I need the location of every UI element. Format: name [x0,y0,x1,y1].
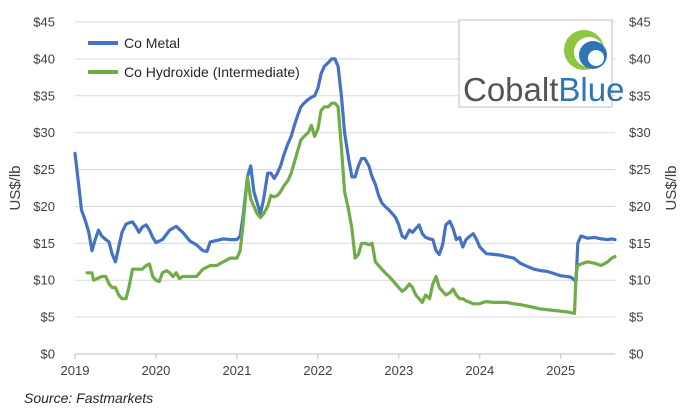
logo-word-blue: Blue [558,71,624,108]
right-y-axis-ticks: $0 $5 $10 $15 $20 $25 $30 $35 $40 $45 [629,15,651,362]
series-line-co-hydroxide [85,101,617,315]
y-tick-label-right: $5 [629,310,643,325]
x-tick-label: 2020 [141,363,170,378]
x-tick-label: 2019 [61,363,90,378]
logo-wordmark: CobaltBlue [463,71,624,108]
logo-swirl-icon [564,30,607,70]
y-tick-label-right: $40 [629,51,651,66]
y-tick-label-left: $40 [33,51,55,66]
series-lines [73,57,617,315]
y-tick-label-left: $15 [33,236,55,251]
y-tick-label-left: $30 [33,125,55,140]
logo-word-cobalt: Cobalt [463,71,558,108]
y-tick-label-left: $0 [41,347,55,362]
legend: Co Metal Co Hydroxide (Intermediate) [88,35,300,80]
x-tick-label: 2022 [303,363,332,378]
cobaltblue-logo: CobaltBlue [458,19,624,108]
y-tick-label-right: $45 [629,15,651,30]
y-tick-label-right: $10 [629,273,651,288]
x-tick-label: 2021 [222,363,251,378]
y-tick-label-right: $30 [629,125,651,140]
y-tick-label-right: $35 [629,88,651,103]
y-tick-label-right: $25 [629,162,651,177]
x-tick-label: 2023 [384,363,413,378]
legend-label-co-hydroxide: Co Hydroxide (Intermediate) [124,64,300,80]
left-y-axis-title: US$/lb [7,165,24,210]
y-tick-label-left: $45 [33,15,55,30]
legend-label-co-metal: Co Metal [124,35,180,51]
y-tick-label-left: $35 [33,88,55,103]
y-tick-label-left: $10 [33,273,55,288]
right-y-axis-title: US$/lb [663,165,680,210]
y-tick-label-right: $0 [629,347,643,362]
y-tick-label-left: $5 [41,310,55,325]
y-tick-label-right: $15 [629,236,651,251]
source-note: Source: Fastmarkets [24,390,153,406]
left-y-axis-ticks: $0 $5 $10 $15 $20 $25 $30 $35 $40 $45 [33,15,55,362]
y-tick-label-left: $20 [33,199,55,214]
y-tick-label-right: $20 [629,199,651,214]
y-tick-label-left: $25 [33,162,55,177]
x-axis: 2019 2020 2021 2022 2023 2024 2025 [61,353,615,378]
x-tick-label: 2025 [546,363,575,378]
series-line-co-metal [73,57,617,283]
x-tick-label: 2024 [465,363,494,378]
